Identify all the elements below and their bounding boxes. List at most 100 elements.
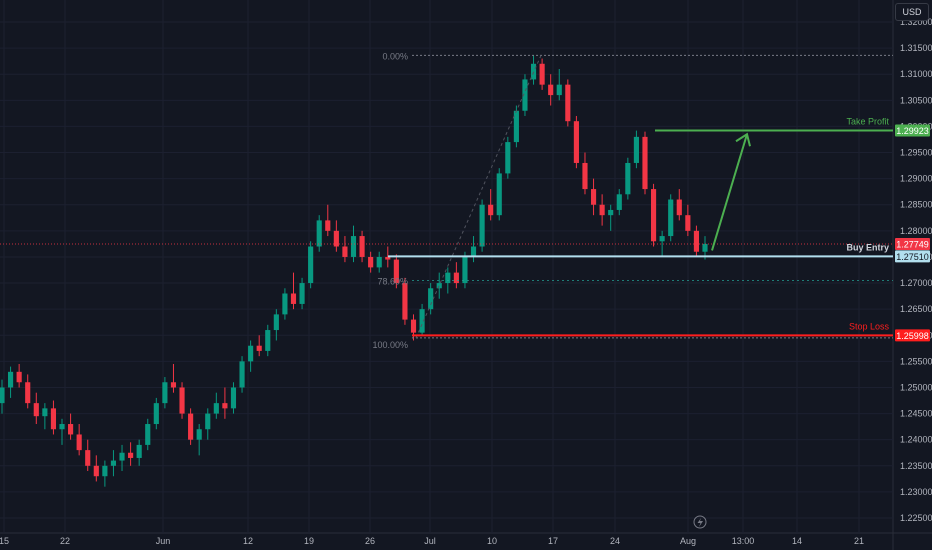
x-tick-label: Jul [424,536,436,546]
up-arrow-head [735,132,751,147]
up-arrow-shaft [711,133,748,251]
candle-body [50,408,57,430]
candle-body [530,63,537,80]
candle-body [273,314,279,331]
y-tick-label: 1.22500 [900,513,932,523]
y-tick-label: 1.27000 [900,278,932,288]
candle-body [453,272,459,284]
candle-body [59,424,65,430]
candle-body [196,429,202,440]
candle-body [445,272,451,284]
x-tick-label: 12 [243,536,253,546]
candle-body [265,330,271,351]
candle-body [76,434,82,451]
candle-body [548,84,554,96]
x-tick-label: 13:00 [732,536,755,546]
y-tick-label: 1.26500 [900,304,932,314]
candle-body [462,256,468,284]
candle-body [685,215,691,231]
candle-body [702,243,708,252]
y-tick-label: 1.29000 [900,174,932,184]
take-profit-label: Take Profit [846,116,889,126]
candle-body [676,199,682,216]
y-tick-label: 1.25000 [900,382,932,392]
candle-body [616,194,622,210]
candle-body [188,413,194,440]
candle-body [119,452,125,461]
y-tick-label: 1.24500 [900,409,932,419]
currency-selector[interactable]: USD [895,3,929,21]
candle-body [248,345,254,362]
candle-body [16,371,22,383]
candle-body [145,424,151,445]
candle-body [402,283,408,320]
candle-body [33,403,39,417]
candle-body [153,403,159,425]
x-tick-label: 17 [548,536,558,546]
stop-loss-price-tag-text: 1.25998 [896,331,929,341]
candle-body [299,283,305,304]
y-tick-label: 1.28000 [900,226,932,236]
candle-body [539,63,545,85]
candle-body [222,403,228,409]
time-axis[interactable]: 15 22 Jun 12 19 26 Jul 10 17 24 Aug 13:00 14 21 [0,536,864,546]
candle-body [282,293,288,315]
candle-body [93,465,99,477]
candle-body [128,452,134,458]
candle-body [239,361,245,388]
x-tick-label: 24 [610,536,620,546]
candle-body [428,288,434,310]
fib-trendline [415,55,542,339]
candle-body [582,162,588,190]
candle-body [350,236,357,257]
candle-body [479,204,485,247]
fib-label-100: 100.00% [372,340,408,350]
candle-body [213,403,219,414]
y-tick-label: 1.28500 [900,200,932,210]
buy-entry-price-tag-text: 1.27510 [896,252,929,262]
y-tick-label: 1.29500 [900,148,932,158]
candle-body [556,84,562,96]
candle-body [256,345,262,351]
x-tick-label: Aug [680,536,696,546]
candle-body [136,444,142,458]
lightning-icon[interactable] [693,515,707,529]
take-profit-price-tag-text: 1.29923 [896,126,929,136]
candle-body [573,121,579,163]
candle-body [496,173,502,216]
current-price-tag-text: 1.27749 [896,239,929,249]
x-tick-label: 22 [60,536,70,546]
candle-body [385,256,391,260]
candle-body [410,319,417,333]
fib-label-0: 0.00% [382,51,408,61]
candle-body [68,424,74,435]
take-profit-price-tag-box [895,124,930,137]
x-tick-label: 15 [0,536,9,546]
candle-body [42,408,48,417]
candle-body [359,236,365,257]
buy-entry-price-tag-box [895,250,930,263]
x-tick-label: 10 [487,536,497,546]
candle-body [659,236,665,242]
y-tick-label: 1.23000 [900,487,932,497]
candle-body [333,230,339,247]
candle-body [470,246,477,257]
candle-body [513,110,519,143]
fib-label-78: 78.60% [377,276,408,286]
price-axis[interactable]: 1.320001.315001.310001.305001.300001.295… [900,17,932,523]
x-tick-label: 21 [854,536,864,546]
candle-body [308,246,314,284]
candle-body [325,220,331,231]
y-tick-label: 1.30500 [900,95,932,105]
candle-body [505,142,511,174]
price-tags: 1.29923 1.27749 1.27510 1.25998 [895,124,930,342]
buy-entry-label: Buy Entry [846,242,889,252]
stop-loss-price-tag-box [895,329,930,342]
y-tick-label: 1.32000 [900,17,932,27]
x-tick-label: Jun [156,536,171,546]
candle-body [0,387,5,404]
candle-body [599,204,605,216]
candle-body [625,162,631,195]
candle-body [522,79,528,111]
